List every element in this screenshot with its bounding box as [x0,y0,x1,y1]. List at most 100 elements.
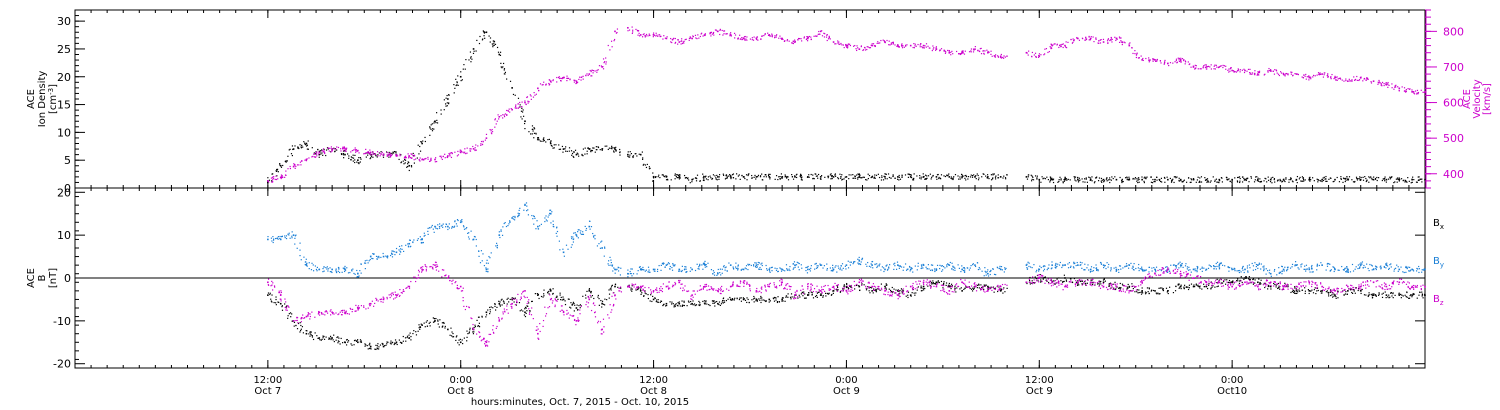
data-dot [343,341,346,343]
data-dot [648,166,650,168]
data-dot [403,159,406,161]
data-dot [485,314,488,316]
data-point [588,73,591,75]
data-dot [991,178,994,180]
data-point [1038,178,1041,181]
data-dot [841,44,843,46]
legend-label: B [1433,294,1440,305]
data-dot [875,288,877,290]
data-dot [422,242,424,244]
data-dot [1119,288,1121,290]
data-dot [333,147,335,149]
data-dot [638,32,640,34]
data-dot [508,301,510,303]
data-dot [839,291,842,293]
data-dot [392,151,394,153]
data-dot [337,146,340,149]
data-dot [350,159,352,161]
data-dot [305,330,307,332]
data-dot [354,339,356,341]
data-dot [909,174,912,176]
data-point [1064,178,1066,181]
data-dot [573,81,575,83]
data-dot [899,178,902,180]
data-dot [502,300,505,302]
data-dot [604,247,606,249]
data-dot [1388,294,1390,296]
data-dot [290,316,292,318]
data-dot [372,151,374,153]
data-dot [818,291,820,293]
data-dot [898,294,900,296]
data-dot [343,149,345,152]
data-dot [1406,291,1408,293]
data-dot [935,282,938,284]
data-dot [1031,280,1033,282]
data-dot [814,35,817,37]
data-dot [1126,176,1128,178]
data-dot [469,150,471,152]
data-dot [570,236,573,238]
data-dot [273,176,275,178]
data-dot [494,118,497,120]
data-dot [878,176,881,179]
data-dot [503,69,505,71]
data-dot [932,45,934,47]
data-dot [890,290,893,293]
data-dot [1077,177,1079,179]
data-dot [1331,73,1333,76]
data-dot [1408,297,1411,299]
data-dot [383,345,386,347]
data-dot [374,348,376,350]
data-dot [1325,291,1327,293]
data-dot [1386,83,1388,85]
data-dot [419,160,421,162]
data-dot [687,177,689,179]
data-dot [1088,176,1090,178]
data-dot [1417,179,1419,181]
data-dot [269,292,271,294]
data-dot [434,161,436,163]
data-dot [407,163,409,165]
data-dot [341,271,343,273]
data-dot [1392,293,1394,295]
data-dot [652,172,654,174]
data-dot [725,33,727,35]
data-dot [695,180,698,182]
data-dot [1167,292,1169,295]
data-dot [631,32,633,35]
data-dot [399,153,401,155]
data-dot [726,33,728,35]
data-dot [506,298,508,300]
data-dot [314,153,316,155]
data-dot [494,43,497,45]
data-dot [311,336,314,338]
data-dot [900,288,903,290]
data-dot [859,176,861,178]
data-dot [1276,72,1278,74]
data-dot [1197,285,1199,287]
data-dot [490,132,493,134]
data-dot [753,36,755,38]
data-dot [1302,177,1304,179]
data-dot [357,276,359,278]
data-dot [271,301,273,303]
data-dot [1353,289,1355,291]
data-dot [537,137,540,139]
data-dot [940,48,943,50]
data-dot [1178,287,1180,289]
data-dot [272,236,274,238]
data-dot [1085,38,1087,41]
data-dot [312,264,314,266]
data-point [819,294,822,296]
data-dot [1000,56,1002,58]
data-dot [1405,180,1407,182]
data-dot [714,301,716,303]
data-dot [680,40,682,42]
data-dot [1048,50,1050,53]
data-dot [1350,80,1352,82]
data-dot [1280,72,1283,74]
data-dot [760,301,762,304]
data-dot [530,95,532,97]
data-dot [1218,179,1221,181]
